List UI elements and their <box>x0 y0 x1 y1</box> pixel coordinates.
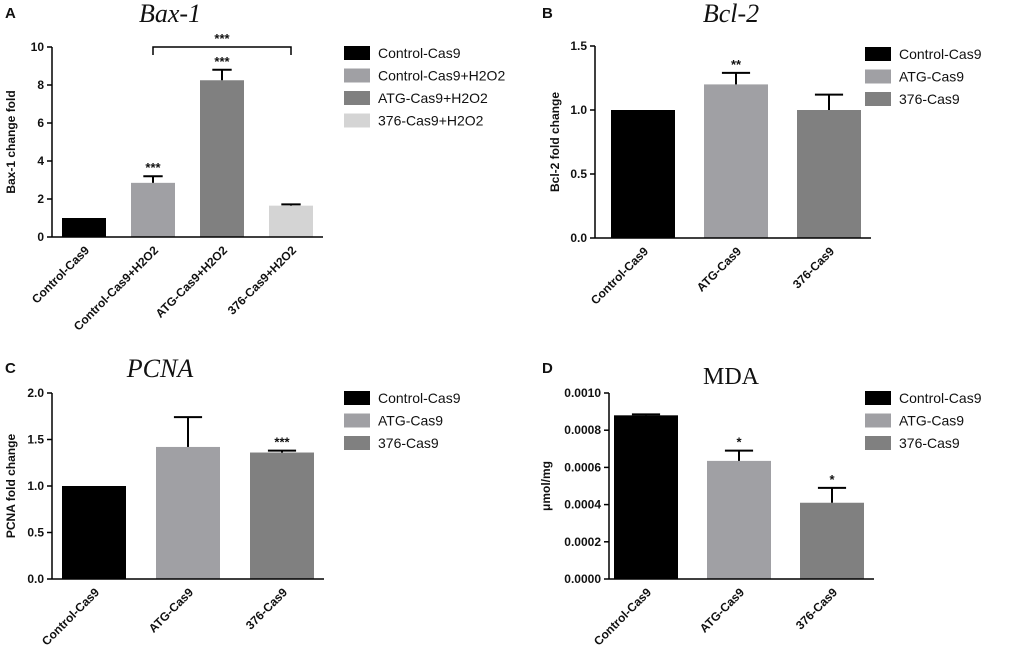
panel-letter: B <box>542 5 553 22</box>
legend-entry-label: Control-Cas9 <box>899 390 982 406</box>
bracket-significance-label: *** <box>214 31 230 46</box>
legend-swatch <box>344 413 370 428</box>
legend-swatch <box>865 436 891 450</box>
y-tick-label: 0.5 <box>570 167 587 181</box>
legend-swatch <box>865 92 891 106</box>
significance-label: *** <box>214 54 230 69</box>
y-tick-label: 0.0000 <box>564 572 601 586</box>
y-axis-label: μmol/mg <box>539 461 553 511</box>
x-category-label: Control-Cas9 <box>39 585 102 648</box>
y-tick-label: 2.0 <box>27 386 44 400</box>
significance-label: * <box>736 435 742 450</box>
legend-entry-label: Control-Cas9 <box>378 390 461 406</box>
legend-swatch <box>344 46 370 60</box>
chart-panel-a: A Bax-1 Bax-1 change fold 0 2 4 6 8 10 Control-Ca… <box>4 0 505 334</box>
panel-letter: A <box>5 5 16 22</box>
legend-entry-label: ATG-Cas9 <box>899 413 964 429</box>
bar <box>707 460 771 579</box>
y-tick-label: 0.0 <box>27 572 44 586</box>
legend-swatch <box>344 68 370 83</box>
chart-panel-b: B Bcl-2 Bcl-2 fold change 0.0 0.5 1.0 1.5 Contr… <box>542 0 982 307</box>
legend-entry-label: ATG-Cas9 <box>899 69 964 85</box>
bar <box>250 452 314 579</box>
x-category-label: ATG-Cas9 <box>146 585 197 636</box>
chart-title: PCNA <box>126 354 194 383</box>
legend-swatch <box>865 47 891 61</box>
panel-letter: C <box>5 360 16 377</box>
legend-entry-label: 376-Cas9 <box>899 91 960 107</box>
bar <box>62 218 106 237</box>
x-category-label: 376-Cas9 <box>790 244 837 291</box>
legend-swatch <box>865 391 891 405</box>
significance-label: *** <box>145 160 161 175</box>
panel-letter: D <box>542 360 553 377</box>
bar <box>800 502 864 579</box>
x-category-label: 376-Cas9+H2O2 <box>225 243 300 318</box>
legend-swatch <box>865 413 891 428</box>
y-tick-label: 0.0010 <box>564 386 601 400</box>
y-tick-label: 4 <box>37 154 44 168</box>
chart-panel-c: C PCNA PCNA fold change 0.0 0.5 1.0 1.5 2.0 Cont… <box>4 354 461 648</box>
y-axis-label: Bax-1 change fold <box>4 90 18 193</box>
chart-title: Bcl-2 <box>703 0 759 28</box>
x-category-label: Control-Cas9 <box>29 243 92 306</box>
y-tick-label: 0.0002 <box>564 535 601 549</box>
significance-label: *** <box>274 435 290 450</box>
x-category-label: 376-Cas9 <box>243 585 290 632</box>
y-tick-label: 1.5 <box>27 433 44 447</box>
bar <box>156 446 220 579</box>
legend-entry-label: Control-Cas9+H2O2 <box>378 68 505 84</box>
legend-swatch <box>344 113 370 128</box>
significance-label: ** <box>731 57 742 72</box>
y-tick-label: 0.0 <box>570 231 587 245</box>
legend-swatch <box>344 436 370 450</box>
y-tick-label: 1.0 <box>570 103 587 117</box>
bar <box>611 110 675 238</box>
bar <box>62 486 126 579</box>
y-tick-label: 8 <box>37 78 44 92</box>
legend-swatch <box>865 69 891 84</box>
legend-entry-label: ATG-Cas9 <box>378 413 443 429</box>
legend-entry-label: Control-Cas9 <box>899 46 982 62</box>
bar <box>269 205 313 237</box>
bar <box>200 80 244 237</box>
y-tick-label: 2 <box>37 192 44 206</box>
legend-entry-label: Control-Cas9 <box>378 45 461 61</box>
x-category-label: 376-Cas9 <box>793 585 840 632</box>
y-tick-label: 0.0004 <box>564 498 601 512</box>
legend-entry-label: 376-Cas9 <box>899 435 960 451</box>
chart-panel-d: D MDA μmol/mg 0.0000 0.0002 0.0004 0.0006 0.000… <box>539 360 982 648</box>
y-tick-label: 0.0008 <box>564 423 601 437</box>
x-category-label: ATG-Cas9+H2O2 <box>153 243 231 321</box>
legend-entry-label: 376-Cas9+H2O2 <box>378 113 484 129</box>
bar <box>614 415 678 579</box>
bar <box>797 110 861 238</box>
y-tick-label: 1.0 <box>27 479 44 493</box>
bar <box>704 84 768 239</box>
x-category-label: ATG-Cas9 <box>694 244 745 295</box>
significance-bracket <box>152 46 292 55</box>
y-tick-label: 0 <box>37 230 44 244</box>
y-tick-label: 1.5 <box>570 39 587 53</box>
chart-title: MDA <box>703 364 760 390</box>
y-axis-label: PCNA fold change <box>4 434 18 539</box>
x-category-label: Control-Cas9 <box>588 244 651 307</box>
legend-entry-label: ATG-Cas9+H2O2 <box>378 90 488 106</box>
y-tick-label: 0.0006 <box>564 460 601 474</box>
y-axis-label: Bcl-2 fold change <box>548 92 562 192</box>
legend-swatch <box>344 91 370 105</box>
significance-label: * <box>829 472 835 487</box>
legend-entry-label: 376-Cas9 <box>378 435 439 451</box>
legend-swatch <box>344 391 370 405</box>
y-tick-label: 0.5 <box>27 526 44 540</box>
x-category-label: ATG-Cas9 <box>697 585 748 636</box>
x-category-label: Control-Cas9 <box>591 585 654 648</box>
bar <box>131 182 175 237</box>
chart-title: Bax-1 <box>139 0 201 28</box>
y-tick-label: 6 <box>37 116 44 130</box>
y-tick-label: 10 <box>31 40 45 54</box>
